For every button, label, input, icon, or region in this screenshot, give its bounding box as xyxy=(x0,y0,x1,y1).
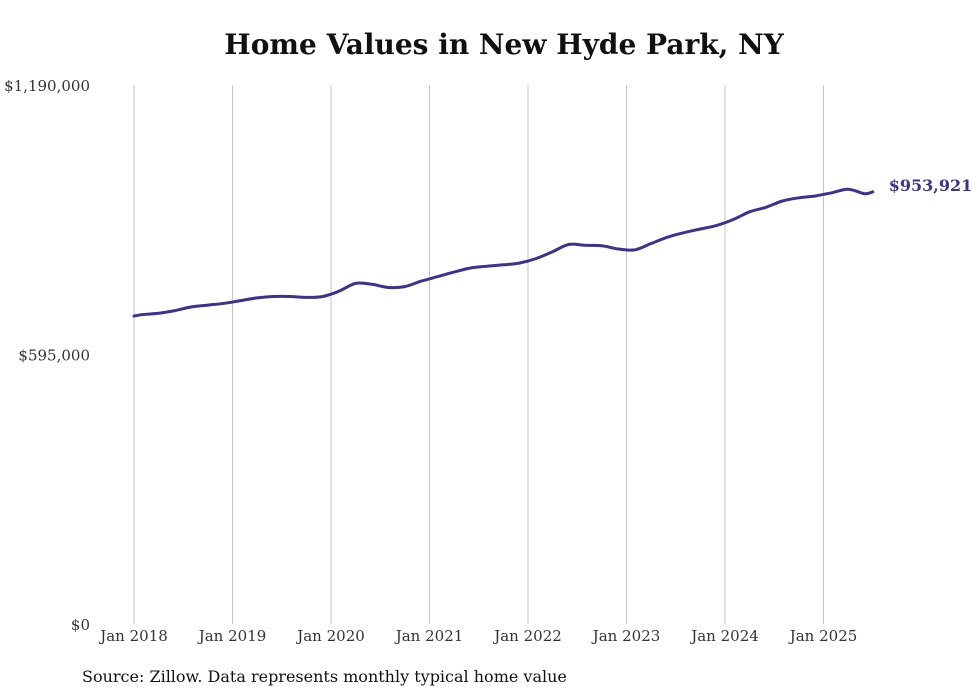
x-axis-ticks: Jan 2018 Jan 2019 Jan 2020 Jan 2021 Jan 2022… xyxy=(98,627,857,645)
x-tick-label: Jan 2021 xyxy=(394,627,464,645)
x-tick-label: Jan 2024 xyxy=(689,627,759,645)
x-tick-label: Jan 2019 xyxy=(197,627,267,645)
x-tick-label: Jan 2022 xyxy=(492,627,562,645)
y-tick-label: $0 xyxy=(71,616,90,634)
source-note: Source: Zillow. Data represents monthly … xyxy=(82,667,567,686)
y-tick-label: $1,190,000 xyxy=(4,77,90,95)
y-tick-label: $595,000 xyxy=(18,347,90,365)
x-tick-label: Jan 2025 xyxy=(788,627,858,645)
chart-title: Home Values in New Hyde Park, NY xyxy=(224,28,784,61)
series-line xyxy=(132,187,875,318)
y-axis-ticks: $0 $595,000 $1,190,000 xyxy=(4,77,90,634)
x-tick-label: Jan 2023 xyxy=(591,627,661,645)
x-tick-label: Jan 2018 xyxy=(98,627,168,645)
x-tick-label: Jan 2020 xyxy=(295,627,365,645)
end-value-label: $953,921 xyxy=(889,176,973,195)
gridlines xyxy=(133,85,824,624)
